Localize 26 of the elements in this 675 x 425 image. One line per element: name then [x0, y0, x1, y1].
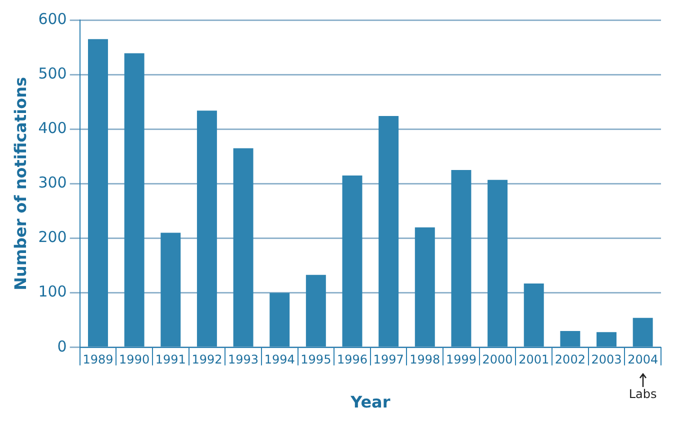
text: Labs — [628, 387, 657, 402]
x-tick-label: 1995 — [300, 352, 332, 367]
y-axis-title: Number of notifications — [10, 76, 30, 290]
y-tick-label: 0 — [57, 337, 67, 356]
x-tick-label: 1990 — [119, 352, 150, 367]
x-tick-label: 2000 — [482, 352, 513, 367]
x-tick-label: 1989 — [82, 352, 114, 367]
y-tick-label: 100 — [38, 282, 67, 301]
y-tick-label: 600 — [38, 10, 67, 28]
x-tick-label: 2001 — [518, 352, 550, 367]
x-tick-label: 1999 — [446, 352, 476, 367]
x-tick-label: 1998 — [410, 352, 440, 367]
x-tick-label: 2003 — [591, 352, 622, 367]
x-tick-label: 1991 — [155, 352, 186, 367]
x-tick-label: 1994 — [264, 352, 295, 367]
x-tick-label: 1997 — [373, 352, 404, 367]
x-tick-label: 2004 — [628, 352, 658, 367]
x-axis-title: Year — [350, 392, 390, 412]
x-tick-label: 1992 — [192, 352, 222, 367]
x-tick-label: 1993 — [228, 352, 259, 367]
y-tick-label: 400 — [38, 119, 67, 138]
y-tick-label: 200 — [38, 228, 67, 246]
x-tick-label: 2002 — [554, 352, 586, 367]
y-tick-label: 300 — [38, 174, 67, 192]
y-tick-label: 500 — [38, 64, 67, 82]
x-tick-label: 1996 — [336, 352, 368, 367]
